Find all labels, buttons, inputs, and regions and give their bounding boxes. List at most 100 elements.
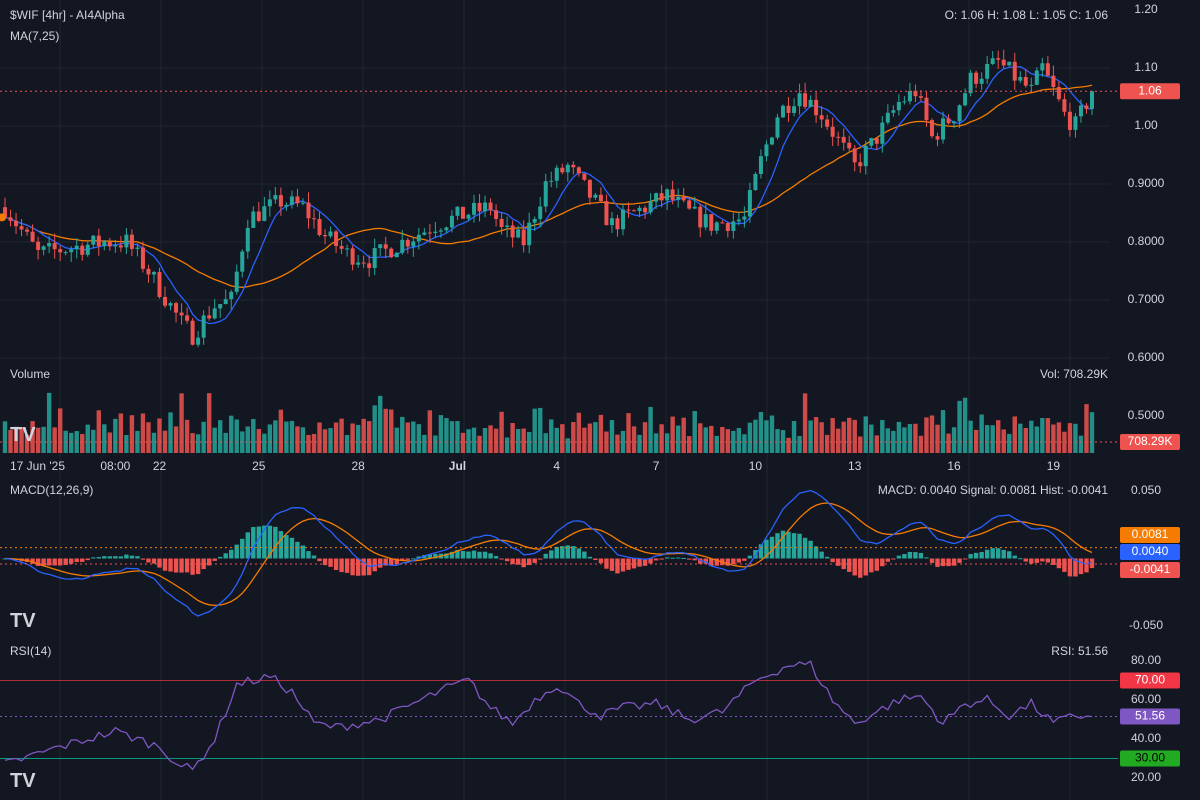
volume-bar — [389, 409, 394, 453]
candle-body — [637, 207, 642, 212]
volume-bar — [8, 429, 13, 453]
volume-bar — [808, 420, 813, 453]
candle-body — [819, 115, 824, 120]
volume-bar — [780, 430, 786, 453]
candle-body — [444, 227, 449, 231]
candle-body — [996, 58, 1001, 60]
macd-hist-bar — [797, 533, 802, 559]
candle-body — [460, 206, 465, 219]
macd-pane — [0, 489, 1118, 617]
ma-slow-path — [4, 84, 1093, 288]
rsi-current-tag-text: 51.56 — [1135, 709, 1165, 723]
volume-bar — [1078, 435, 1084, 453]
candle-body — [118, 245, 123, 248]
volume-bar — [107, 432, 113, 453]
candle-body — [1029, 84, 1034, 86]
volume-bar — [560, 424, 565, 453]
candle-body — [25, 229, 30, 232]
macd-hist-bar — [173, 558, 179, 573]
candle-body — [1018, 76, 1023, 81]
candle-body — [3, 207, 7, 218]
volume-bar — [880, 419, 885, 453]
macd-hist-bar — [295, 541, 300, 559]
candle-body — [163, 296, 168, 306]
candle-body — [626, 209, 631, 211]
volume-bar — [129, 415, 135, 453]
overbought-tag-bg — [1120, 672, 1180, 689]
macd-hist-bar — [913, 552, 918, 559]
candle-body — [549, 180, 554, 182]
macd-hist-bar — [113, 556, 118, 559]
candle-body — [632, 210, 637, 212]
macd-hist-bar — [935, 558, 940, 567]
candle-body — [499, 218, 504, 228]
macd-hist-bar — [135, 556, 140, 559]
candle-body — [1034, 70, 1039, 85]
candle-body — [946, 118, 951, 124]
macd-hist-bar — [780, 530, 786, 559]
candle-body — [284, 204, 289, 207]
macd-hist-bar — [378, 558, 383, 568]
macd-hist-bar — [278, 531, 284, 559]
candle-body — [643, 207, 648, 213]
candle-body — [769, 137, 774, 145]
volume-bar — [847, 417, 852, 453]
candle-body — [593, 194, 598, 198]
candle-body — [758, 156, 763, 174]
macd-hist-bar — [460, 550, 466, 559]
macd-hist-bar — [576, 548, 582, 559]
volume-bar — [1062, 431, 1067, 453]
volume-bar — [1012, 416, 1017, 453]
candle-body — [836, 136, 841, 138]
volume-bar — [223, 432, 228, 453]
macd-hist-bar — [361, 558, 366, 576]
candle-body — [510, 225, 515, 238]
volume-bar — [1084, 404, 1089, 453]
macd-hist-bar — [615, 558, 620, 574]
volume-bars — [2, 392, 1095, 453]
volume-bar — [416, 424, 422, 453]
macd-hist-bar — [444, 553, 449, 559]
macd-hist-bar — [538, 558, 543, 560]
svg-text:TV: TV — [10, 424, 36, 446]
macd-hist-bar — [786, 531, 791, 559]
price-tick-label: 0.7000 — [1128, 292, 1165, 306]
macd-hist-bar — [35, 558, 41, 566]
volume-bar — [642, 422, 648, 453]
candle-body — [918, 96, 923, 98]
candle-body — [74, 245, 79, 250]
candle-body — [102, 241, 107, 247]
tradingview-logo: TV — [10, 610, 36, 632]
macd-hist-bar — [880, 558, 885, 567]
macd-hist-bar — [245, 532, 250, 559]
macd-hist-bar — [869, 558, 874, 573]
candle-body — [957, 105, 962, 122]
macd-hist-bar — [891, 558, 896, 560]
macd-hist-bar — [731, 558, 736, 565]
rsi-axis: 80.00 60.00 40.00 20.00 — [1131, 653, 1161, 784]
volume-bar — [118, 413, 124, 453]
volume-bar — [913, 423, 918, 453]
candle-body — [979, 78, 984, 84]
candle-body — [698, 206, 703, 228]
candle-body — [8, 217, 13, 221]
candle-body — [196, 337, 201, 345]
volume-bar — [571, 422, 576, 453]
candle-body — [598, 194, 603, 202]
volume-bar — [91, 429, 96, 453]
candle-body — [323, 235, 328, 237]
volume-bar — [433, 435, 438, 453]
volume-bar — [322, 429, 328, 453]
volume-bar — [659, 424, 664, 453]
macd-hist-bar — [118, 556, 124, 559]
volume-bar — [742, 434, 747, 453]
volume-bar — [35, 427, 41, 453]
volume-bar — [85, 424, 90, 453]
time-tick-label: 19 — [1047, 459, 1061, 473]
candle-body — [560, 167, 565, 173]
candle-body — [190, 320, 195, 345]
candle-body — [472, 202, 477, 215]
price-tick-label: 1.00 — [1134, 118, 1158, 132]
volume-bar — [444, 418, 449, 453]
candle-body — [852, 148, 857, 163]
